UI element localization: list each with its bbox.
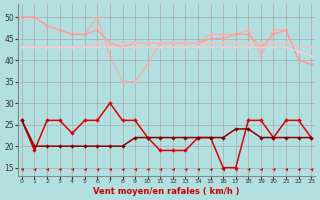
X-axis label: Vent moyen/en rafales ( km/h ): Vent moyen/en rafales ( km/h )	[93, 187, 240, 196]
